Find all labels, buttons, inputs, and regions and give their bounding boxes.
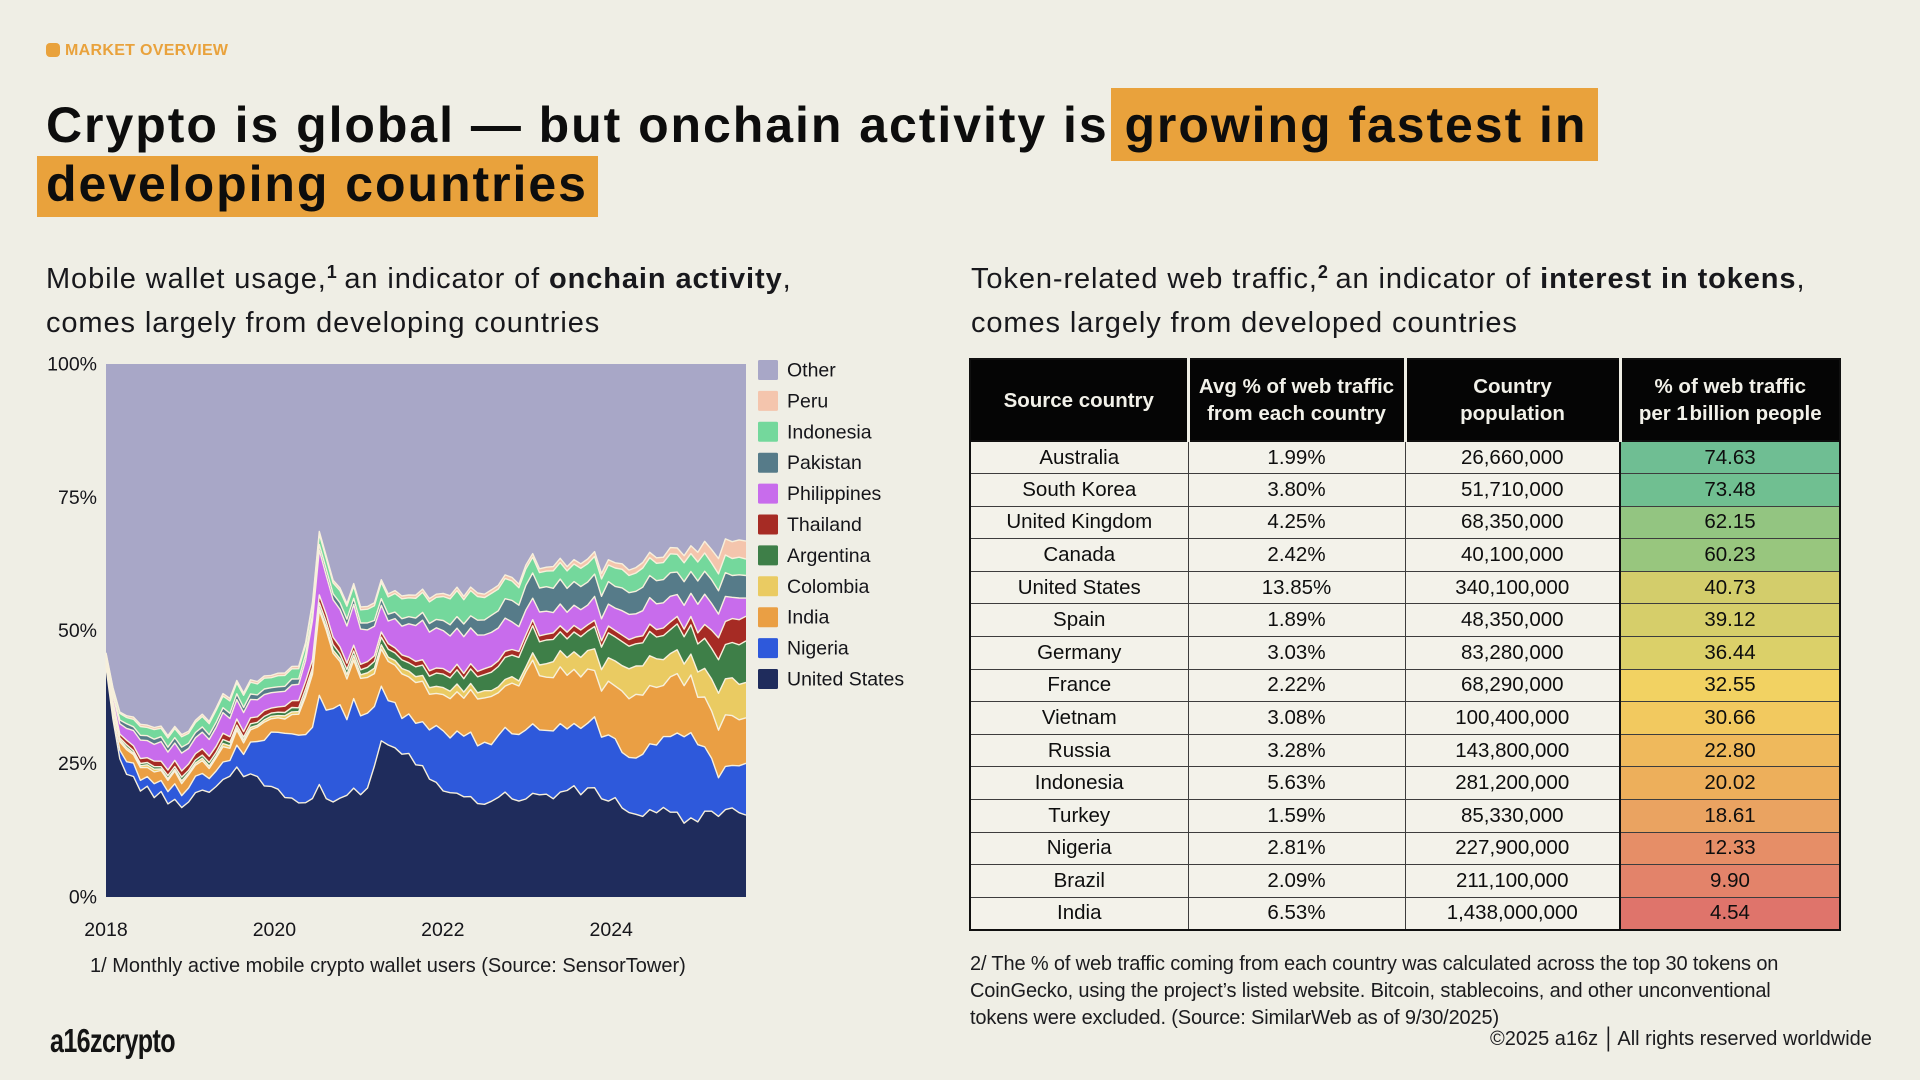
svg-text:0%: 0% (69, 887, 97, 909)
svg-text:India: India (787, 607, 829, 629)
svg-text:Other: Other (787, 360, 836, 382)
svg-text:2018: 2018 (84, 919, 127, 941)
svg-text:Indonesia: Indonesia (787, 421, 872, 443)
svg-text:Argentina: Argentina (787, 545, 871, 567)
svg-text:100%: 100% (47, 354, 97, 376)
svg-text:25%: 25% (58, 753, 97, 775)
svg-text:50%: 50% (58, 620, 97, 642)
svg-text:75%: 75% (58, 487, 97, 509)
svg-text:United States: United States (787, 669, 904, 691)
svg-text:2020: 2020 (253, 919, 297, 941)
svg-text:2022: 2022 (421, 919, 464, 941)
svg-text:Peru: Peru (787, 390, 828, 412)
svg-text:Philippines: Philippines (787, 483, 882, 505)
svg-text:Colombia: Colombia (787, 576, 870, 598)
svg-text:Nigeria: Nigeria (787, 638, 849, 660)
svg-text:Pakistan: Pakistan (787, 452, 862, 474)
svg-text:Thailand: Thailand (787, 514, 862, 536)
svg-text:2024: 2024 (590, 919, 634, 941)
